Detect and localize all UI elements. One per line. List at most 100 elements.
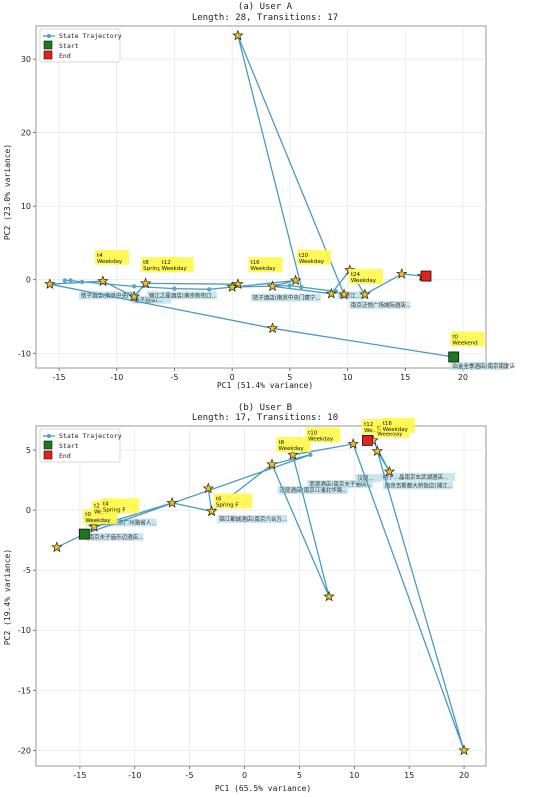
state-star-marker xyxy=(44,278,56,289)
time-label-period: Weekday xyxy=(85,518,111,524)
time-label-period: Weekday xyxy=(377,432,403,438)
y-tick-label: -5 xyxy=(23,566,31,575)
legend-end-swatch xyxy=(43,50,53,60)
hotel-label-bg xyxy=(86,518,157,527)
trajectory-point xyxy=(299,284,304,290)
state-star-marker xyxy=(289,274,302,286)
state-star-marker xyxy=(338,288,350,300)
time-label-period: Weekday xyxy=(250,266,276,272)
hotel-label-bg xyxy=(355,474,382,483)
time-label-step: t0 xyxy=(85,512,91,518)
y-tick-label: 20 xyxy=(21,129,31,138)
hotel-label: 桔子酒店(南京中央门建宁... xyxy=(253,294,321,302)
time-label-period: Weekday xyxy=(351,278,377,284)
trajectory-line xyxy=(83,440,465,752)
chart-subtitle: Length: 28, Transitions: 17 xyxy=(192,13,338,23)
hotel-label: 宽渡酒店(南京夫子庙店... xyxy=(309,480,372,488)
state-star-marker xyxy=(266,280,279,292)
start-marker xyxy=(448,351,460,363)
legend-label: State Trajectory xyxy=(59,432,122,440)
plot-area: -15 -10 -5 0 5 10 15 20-100102030桔子酒店(南京中央门...桔… xyxy=(18,25,516,382)
y-tick-label: -10 xyxy=(18,626,31,635)
legend-box xyxy=(39,28,121,63)
y-tick-label: -15 xyxy=(18,686,31,695)
state-star-marker xyxy=(166,496,178,508)
time-label-step: t10 xyxy=(308,430,318,436)
hotel-label-bg xyxy=(250,293,321,302)
time-label-bg xyxy=(213,493,253,509)
x-tick-label: 10 xyxy=(342,373,352,382)
x-axis-label: PC1 (65.5% variance) xyxy=(215,784,311,793)
time-label-step: t16 xyxy=(250,260,260,266)
chart-subtitle: Length: 17, Transitions: 10 xyxy=(192,413,338,423)
state-star-marker xyxy=(323,590,335,602)
y-tick-label: 5 xyxy=(26,446,31,455)
end-marker xyxy=(362,435,373,446)
hotel-label: 南京泛悦广场城际酒店... xyxy=(351,301,411,309)
x-tick-label: -15 xyxy=(53,373,66,382)
time-label-bg xyxy=(100,498,140,514)
trajectory-point xyxy=(131,284,137,289)
state-star-marker xyxy=(347,437,359,449)
state-star-marker xyxy=(128,290,140,302)
legend-trajectory-marker xyxy=(46,33,52,39)
time-label-step: t24 xyxy=(351,272,361,278)
trajectory-point xyxy=(172,286,177,291)
legend-start-swatch xyxy=(43,40,53,50)
state-star-marker xyxy=(266,458,278,470)
time-label-bg xyxy=(348,268,383,284)
hotel-label: 南京吉斯都大桥饭店(浦江... xyxy=(385,481,453,489)
trajectory-point xyxy=(79,279,85,285)
x-tick-label: -10 xyxy=(128,771,141,780)
hotel-label: 锦江之星酒店(南京新街口... xyxy=(149,291,217,299)
x-tick-label: 15 xyxy=(404,771,414,780)
legend-trajectory-marker xyxy=(46,433,52,439)
hotel-label-bg xyxy=(348,300,411,309)
hotel-label: 南京夫子庙乐迈酒店... xyxy=(89,533,144,541)
trajectory-point xyxy=(206,287,212,292)
y-tick-label: -10 xyxy=(18,349,31,358)
state-star-marker xyxy=(383,465,396,477)
state-star-marker xyxy=(226,281,238,292)
time-label-step: t4 xyxy=(103,501,109,507)
state-star-marker xyxy=(139,277,152,289)
x-tick-label: 5 xyxy=(297,771,302,780)
trajectory-point xyxy=(308,452,313,458)
hotel-label-bg xyxy=(337,291,368,300)
state-star-marker xyxy=(396,267,408,279)
x-tick-label: 20 xyxy=(458,373,468,382)
time-label-bg xyxy=(248,257,283,273)
hotel-label-bg xyxy=(217,514,288,523)
time-label-period: Weekend xyxy=(452,340,477,346)
legend-label: End xyxy=(59,452,71,460)
state-star-marker xyxy=(97,275,109,287)
state-star-marker xyxy=(205,505,218,517)
legend-label: State Trajectory xyxy=(59,32,122,40)
hotel-label: 汉庭酒店(南京江浦北华路... xyxy=(280,486,348,494)
hotel-label-bg xyxy=(450,362,508,370)
x-tick-label: -5 xyxy=(186,771,194,780)
time-label-period: Spring F xyxy=(143,266,166,272)
hotel-label: 桔子...晶南京玄武湖酒店... xyxy=(383,473,449,481)
state-star-marker xyxy=(266,322,279,334)
hotel-label: 南京江... xyxy=(339,291,361,299)
panel-user-b: (b) User B Length: 17, Transitions: 10 -… xyxy=(3,403,487,793)
time-label-period: We... xyxy=(364,428,378,434)
time-label-step: t6 xyxy=(216,496,222,502)
time-label-step: t8 xyxy=(143,260,149,266)
x-tick-label: 20 xyxy=(459,771,469,780)
y-tick-label: 10 xyxy=(21,202,31,211)
hotel-label-bg xyxy=(307,480,373,489)
legend-end-swatch xyxy=(43,450,53,460)
start-marker xyxy=(78,528,90,540)
state-star-marker xyxy=(371,445,384,457)
y-axis-label: PC2 (19.4% variance) xyxy=(3,549,12,645)
time-label-bg xyxy=(159,257,194,273)
time-label-step: t16 xyxy=(383,421,393,427)
legend-start-swatch xyxy=(43,440,53,450)
hotel-label-bg xyxy=(382,481,453,490)
x-tick-label: 10 xyxy=(349,771,359,780)
time-label-step: t8 xyxy=(278,440,284,446)
state-star-marker xyxy=(232,29,244,41)
x-tick-label: -15 xyxy=(73,771,86,780)
